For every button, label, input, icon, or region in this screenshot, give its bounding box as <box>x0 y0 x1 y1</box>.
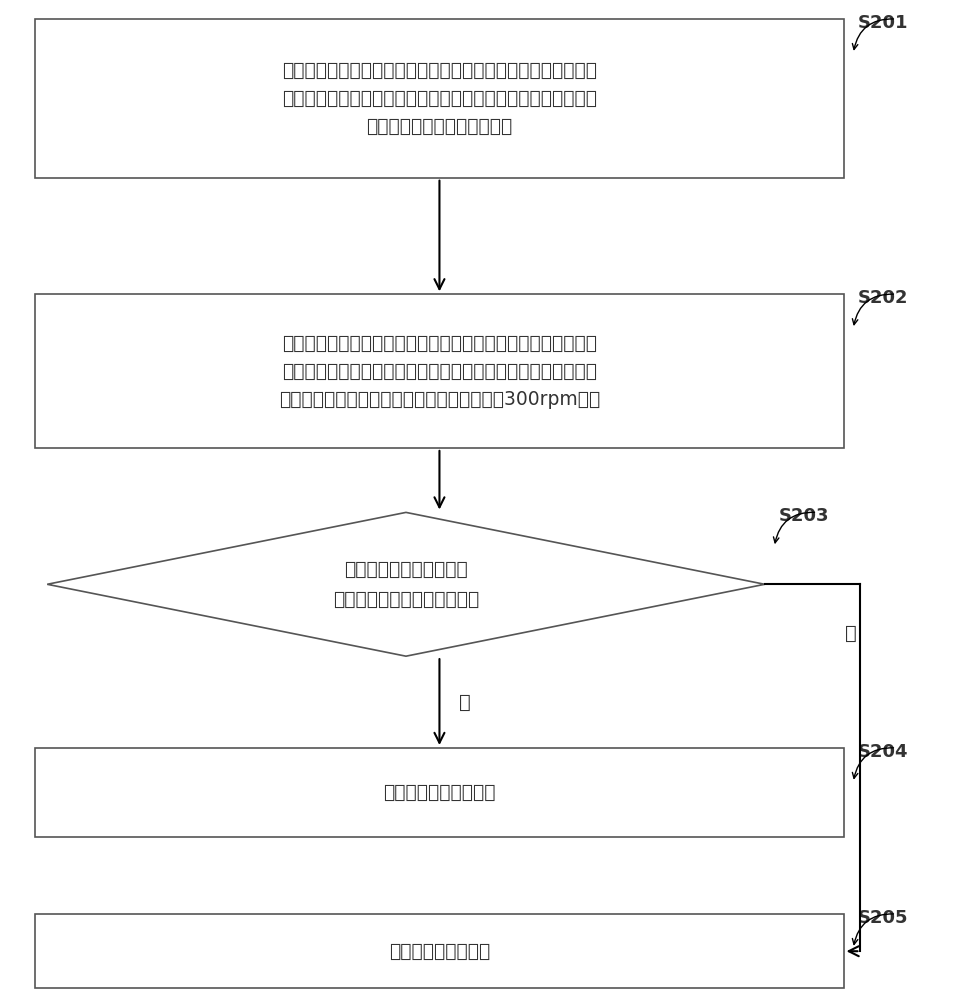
Text: 是: 是 <box>458 693 470 712</box>
Polygon shape <box>47 512 764 656</box>
FancyBboxPatch shape <box>36 19 843 178</box>
Text: 判断控制离合器动作的控制指令是分离控制指令时，通过控制发
动机的喷油量进行扭矩控制，所述扭矩控制使所述发动机在所述
第一预定时间段内的空载转速比当前转速升高30: 判断控制离合器动作的控制指令是分离控制指令时，通过控制发 动机的喷油量进行扭矩控… <box>279 334 600 409</box>
Text: 判断所述发动机的转速和
变速箱输入轴的转速是否一致: 判断所述发动机的转速和 变速箱输入轴的转速是否一致 <box>333 560 479 609</box>
Text: 确定离合器分离不成功: 确定离合器分离不成功 <box>383 783 496 802</box>
Text: 判断离合器的位置传感器失效后，对所述离合器的分离阀进行第
二预定时间段的开环控制，所述第二预定时间段大于或等于所述
离合器正常分离所需要的时间: 判断离合器的位置传感器失效后，对所述离合器的分离阀进行第 二预定时间段的开环控制… <box>282 61 597 136</box>
Text: 否: 否 <box>845 624 857 643</box>
FancyBboxPatch shape <box>36 294 843 448</box>
Text: S205: S205 <box>858 909 908 927</box>
Text: S203: S203 <box>779 507 830 525</box>
Text: S202: S202 <box>858 289 908 307</box>
Text: S204: S204 <box>858 743 908 761</box>
Text: 确定离合器分离成功: 确定离合器分离成功 <box>389 942 490 961</box>
FancyBboxPatch shape <box>36 914 843 988</box>
FancyBboxPatch shape <box>36 748 843 837</box>
Text: S201: S201 <box>858 14 908 32</box>
